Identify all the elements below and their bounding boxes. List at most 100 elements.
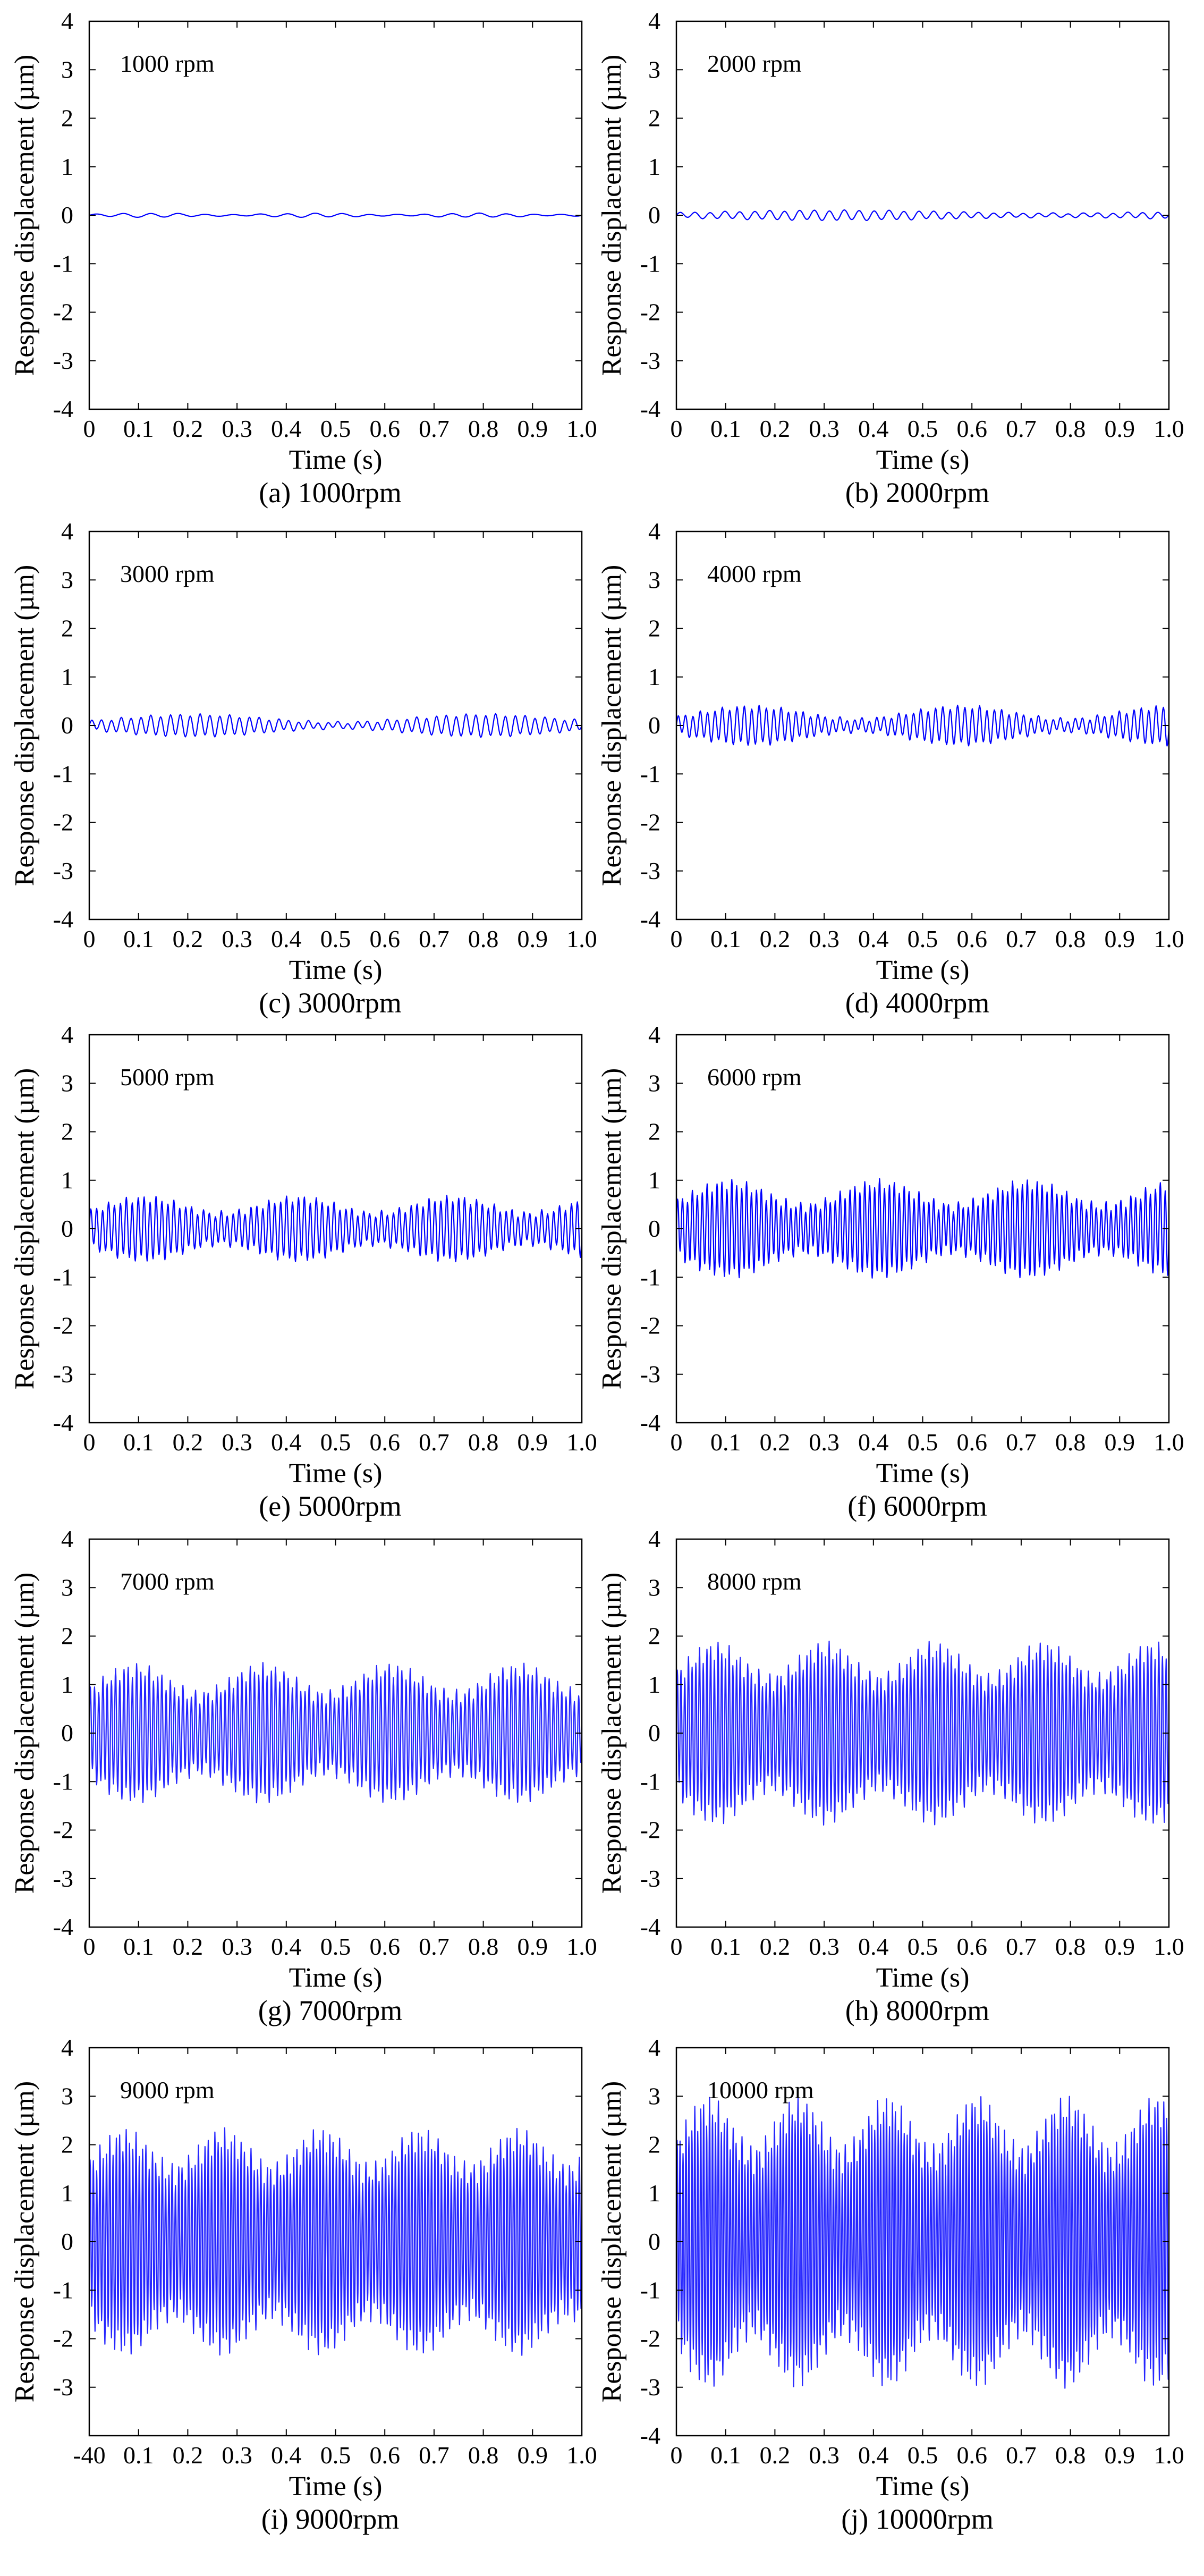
x-tick-label: 0.1 — [710, 1933, 741, 1960]
x-tick-label: 0.3 — [222, 415, 252, 442]
y-tick-label: 3 — [61, 1069, 73, 1096]
x-tick-label: 0 — [671, 415, 683, 442]
x-tick-label: 0.9 — [518, 1429, 548, 1456]
x-axis-label: Time (s) — [289, 2471, 383, 2502]
x-tick-label: 0.1 — [710, 925, 741, 952]
y-axis-label: Response displacement (µm) — [597, 55, 627, 376]
y-axis-label: Response displacement (µm) — [10, 55, 40, 376]
y-tick-label: 1 — [648, 663, 660, 690]
x-tick-label: 0.7 — [1006, 925, 1037, 952]
x-tick-label: 0.3 — [222, 925, 252, 952]
y-tick-label: -3 — [640, 347, 660, 374]
speed-annotation: 7000 rpm — [120, 1568, 215, 1595]
y-tick-label: 4 — [61, 1525, 73, 1552]
y-axis-label: Response displacement (µm) — [597, 2081, 627, 2403]
y-tick-label: -1 — [640, 1768, 660, 1795]
y-tick-label: 3 — [61, 1574, 73, 1601]
series-line — [676, 704, 1169, 747]
x-tick-label: 0.5 — [320, 2442, 351, 2469]
x-tick-label: 0.1 — [123, 1933, 154, 1960]
y-axis-label: Response displacement (µm) — [597, 565, 627, 886]
y-tick-label: -1 — [640, 760, 660, 787]
y-tick-label: 2 — [648, 1623, 660, 1650]
y-tick-label: -1 — [53, 1263, 73, 1290]
x-tick-label: 0.8 — [1055, 2442, 1086, 2469]
y-tick-label: -4 — [640, 906, 660, 933]
y-tick-label: -4 — [53, 395, 73, 423]
x-tick-label: 0.1 — [710, 415, 741, 442]
y-tick-label: 3 — [648, 1069, 660, 1096]
x-tick-label: 0.4 — [271, 2442, 302, 2469]
y-tick-label: -1 — [53, 760, 73, 787]
x-tick-label: 0.8 — [468, 925, 499, 952]
x-tick-label: 0.6 — [369, 2442, 400, 2469]
y-tick-label: 0 — [61, 1215, 73, 1242]
x-tick-label: 0.6 — [956, 415, 987, 442]
y-axis-label: Response displacement (µm) — [10, 2081, 40, 2403]
y-tick-label: 4 — [648, 518, 660, 545]
series-line — [89, 1195, 582, 1263]
x-tick-label: 1.0 — [1154, 2442, 1184, 2469]
x-tick-label: 0.6 — [956, 1933, 987, 1960]
x-tick-label: 0.9 — [1105, 415, 1135, 442]
panel-caption: (i) 9000rpm — [261, 2503, 399, 2535]
y-tick-label: 0 — [61, 2228, 73, 2255]
panel-h: 0 0.1 0.2 0.3 0.4 0.5 0.6 0.7 0.8 0.9 1.0 -4 -3 -2 -1 0… — [597, 1525, 1184, 2026]
x-tick-label: 0.5 — [908, 415, 938, 442]
y-tick-label: -2 — [53, 809, 73, 836]
x-tick-label: 1.0 — [1154, 415, 1184, 442]
y-tick-label: -3 — [640, 1361, 660, 1388]
y-tick-label: -3 — [640, 2374, 660, 2401]
y-tick-label: 3 — [61, 2082, 73, 2109]
y-tick-label: 2 — [61, 1623, 73, 1650]
y-tick-label: -4 — [53, 1409, 73, 1436]
y-tick-label: -2 — [53, 1312, 73, 1339]
x-tick-label: 0.6 — [956, 1429, 987, 1456]
speed-annotation: 3000 rpm — [120, 560, 215, 587]
x-tick-label: 0.6 — [369, 1933, 400, 1960]
series-line — [676, 1178, 1169, 1279]
y-tick-label: -4 — [53, 906, 73, 933]
x-tick-label: 0.5 — [320, 415, 351, 442]
x-tick-label: 0.4 — [271, 925, 302, 952]
x-axis-label: Time (s) — [289, 445, 383, 475]
x-tick-label: 0.3 — [222, 2442, 252, 2469]
y-tick-label: 1 — [648, 1671, 660, 1698]
x-tick-label: 0.9 — [1105, 925, 1135, 952]
y-tick-label: 0 — [648, 1719, 660, 1746]
y-axis-label: Response displacement (µm) — [10, 1068, 40, 1390]
panel-d: 0 0.1 0.2 0.3 0.4 0.5 0.6 0.7 0.8 0.9 1.0 -4 -3 -2 -1 0… — [597, 518, 1184, 1019]
x-tick-label: 0.5 — [908, 1429, 938, 1456]
x-tick-label: 0 — [671, 2442, 683, 2469]
x-tick-label: 0.1 — [123, 925, 154, 952]
panel-caption: (h) 8000rpm — [845, 1995, 989, 2026]
x-tick-label: 0.8 — [468, 2442, 499, 2469]
x-tick-label: 0.4 — [271, 415, 302, 442]
x-tick-label: 0.3 — [809, 415, 840, 442]
y-tick-label: 1 — [61, 1167, 73, 1194]
y-tick-label: 3 — [648, 2082, 660, 2109]
x-tick-label: 0.3 — [809, 1429, 840, 1456]
x-tick-label: 0.2 — [760, 1429, 791, 1456]
panel-i: -40 0.1 0.2 0.3 0.4 0.5 0.6 0.7 0.8 0.9 1.0 -3 -2 -1 0… — [10, 2034, 597, 2535]
panel-caption: (c) 3000rpm — [259, 987, 401, 1019]
x-tick-label: 0.5 — [320, 1429, 351, 1456]
x-tick-label: 0.6 — [369, 1429, 400, 1456]
x-tick-label: 0 — [671, 925, 683, 952]
y-tick-label: 0 — [648, 712, 660, 739]
y-tick-label: 1 — [648, 2180, 660, 2207]
series-line — [676, 209, 1169, 221]
y-tick-label: -3 — [53, 2374, 73, 2401]
x-tick-label: 1.0 — [1154, 1429, 1184, 1456]
x-tick-label: 0.3 — [809, 925, 840, 952]
x-tick-label: 0.4 — [271, 1429, 302, 1456]
x-tick-label: 0.6 — [369, 925, 400, 952]
x-axis-label: Time (s) — [289, 955, 383, 985]
x-tick-label: 0.2 — [760, 925, 791, 952]
y-tick-label: 0 — [648, 2228, 660, 2255]
y-tick-label: 3 — [648, 566, 660, 593]
panel-e: 0 0.1 0.2 0.3 0.4 0.5 0.6 0.7 0.8 0.9 1.0 -4 -3 -2 -1 0… — [10, 1021, 597, 1522]
x-tick-label: 0.9 — [1105, 1933, 1135, 1960]
speed-annotation: 9000 rpm — [120, 2076, 215, 2104]
speed-annotation: 4000 rpm — [707, 560, 802, 587]
